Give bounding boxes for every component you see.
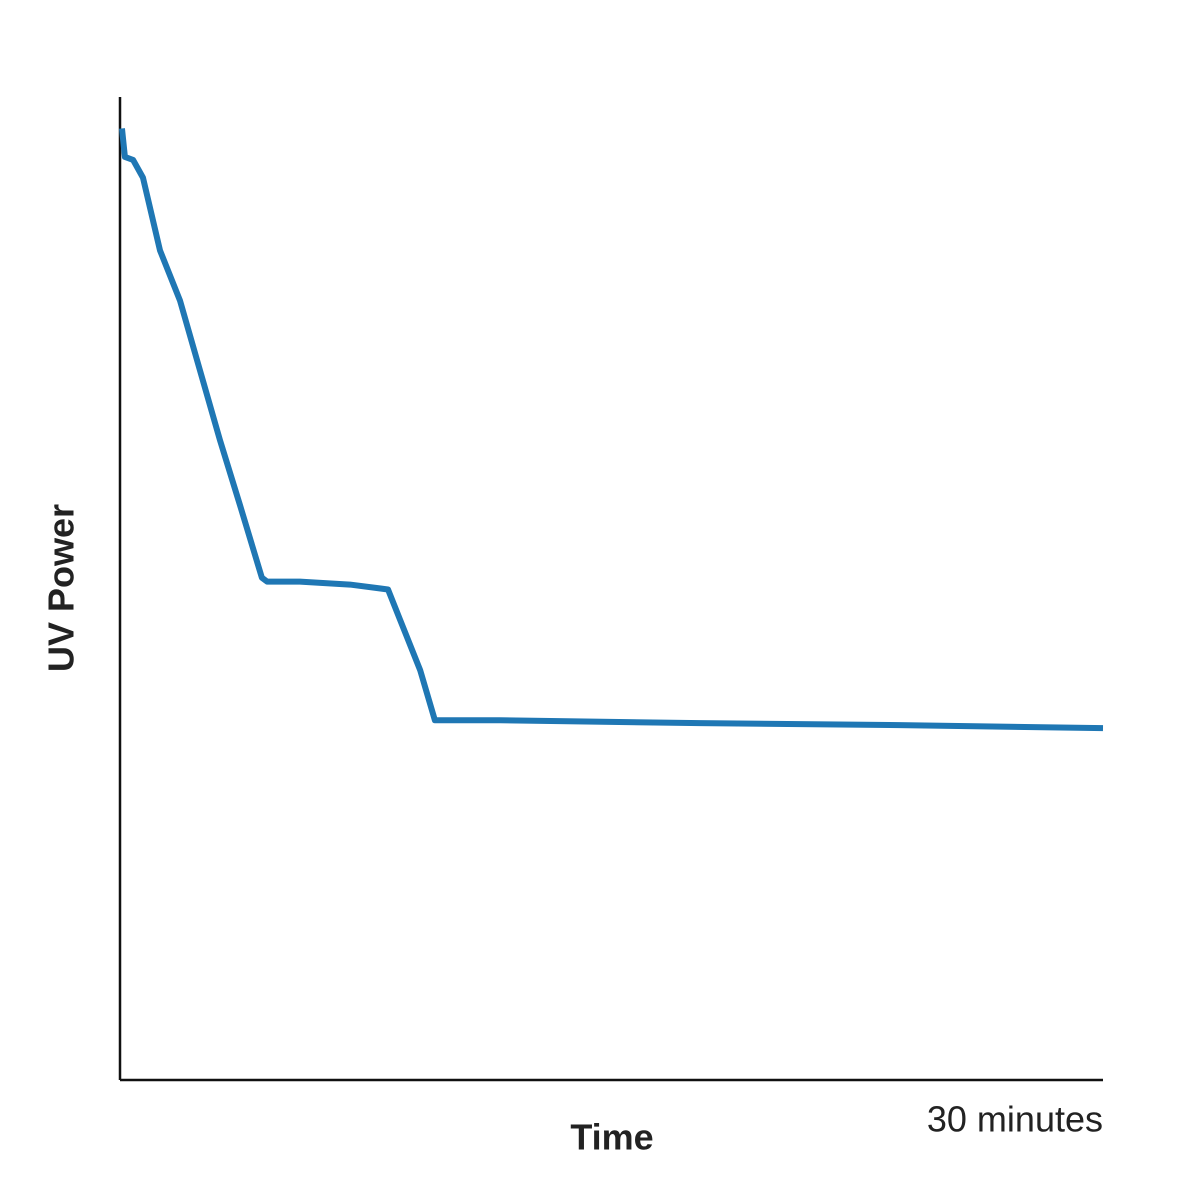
- y-axis-label: UV Power: [41, 504, 82, 672]
- data-line: [118, 128, 1104, 732]
- x-axis-label: Time: [570, 1117, 653, 1158]
- x-tick-label: 30 minutes: [927, 1099, 1103, 1140]
